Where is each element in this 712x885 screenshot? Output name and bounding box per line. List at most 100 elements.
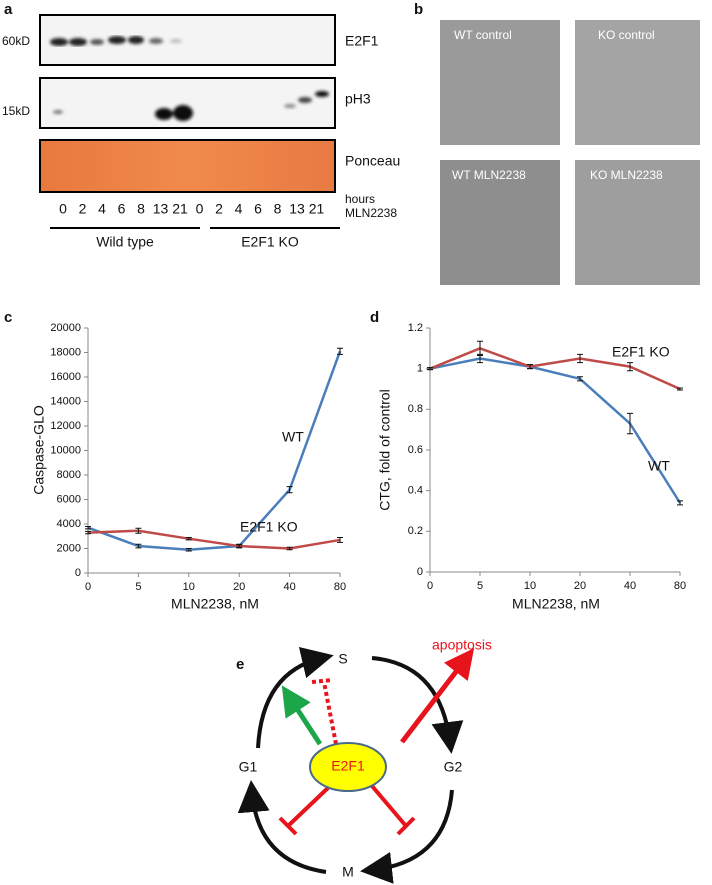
series-label: WT (282, 429, 304, 445)
node-label: S (338, 651, 347, 667)
mw-label: 60kD (2, 34, 30, 48)
inhibition (278, 784, 332, 836)
y-tick-label: 0.6 (408, 444, 423, 456)
lane-label: 4 (235, 201, 243, 217)
y-tick-label: 2000 (57, 542, 81, 554)
error-bar (677, 387, 683, 391)
y-tick-label: 16000 (50, 371, 81, 383)
y-tick-label: 1 (417, 363, 423, 375)
error-bar (577, 353, 583, 364)
y-tick-label: 8000 (57, 469, 81, 481)
error-bar (427, 367, 433, 371)
blot (39, 77, 336, 129)
x-axis-title: MLN2238, nM (171, 596, 259, 612)
x-tick-label: 0 (427, 580, 433, 592)
error-bar (236, 544, 243, 548)
error-bar (185, 536, 192, 541)
series-label: E2F1 KO (612, 344, 670, 360)
image-label: KO control (598, 28, 655, 42)
lane-label: 21 (309, 201, 325, 217)
y-tick-label: 0.8 (408, 403, 423, 415)
x-tick-label: 10 (183, 581, 195, 593)
y-tick-label: 10000 (50, 444, 81, 456)
y-tick-label: 14000 (50, 395, 81, 407)
micrograph (575, 20, 700, 145)
error-bar (527, 364, 533, 370)
inhibition (370, 784, 416, 836)
node-label: G1 (239, 759, 258, 775)
node-label: G2 (444, 759, 463, 775)
mw-label: 15kD (2, 104, 30, 118)
micrograph (440, 160, 560, 285)
x-tick-label: 40 (283, 581, 295, 593)
x-tick-label: 20 (233, 581, 245, 593)
series-line (429, 357, 682, 504)
y-axis-title: CTG, fold of control (377, 389, 393, 510)
lane-label: 13 (289, 201, 305, 217)
error-bar (337, 347, 343, 355)
error-bar (577, 376, 583, 382)
group-label: E2F1 KO (241, 234, 299, 250)
center-label: E2F1 (331, 758, 365, 774)
blot-label: E2F1 (345, 33, 379, 49)
node-label: M (342, 864, 354, 880)
y-tick-label: 0.2 (408, 525, 423, 537)
micrograph (440, 20, 560, 145)
x-tick-label: 5 (135, 581, 141, 593)
series-label: WT (648, 458, 670, 474)
x-tick-label: 10 (524, 580, 536, 592)
y-tick-label: 6000 (57, 493, 81, 505)
error-bar (85, 525, 91, 530)
error-bar (135, 543, 142, 549)
error-bar (286, 486, 293, 494)
y-tick-label: 12000 (50, 420, 81, 432)
x-tick-label: 20 (574, 580, 586, 592)
series-line (87, 350, 342, 551)
outcome-label: apoptosis (432, 637, 492, 653)
image-grid (440, 20, 700, 285)
micrograph (575, 160, 700, 285)
y-tick-label: 0 (75, 567, 81, 579)
error-bar (185, 548, 192, 552)
lane-label: 4 (98, 201, 106, 217)
error-bar (627, 412, 633, 435)
center-node (309, 742, 387, 792)
drug-label: MLN2238 (345, 206, 397, 220)
y-tick-label: 1.2 (408, 322, 423, 334)
bands (53, 91, 329, 121)
panel-label: e (236, 656, 244, 673)
lane-label: 0 (196, 201, 204, 217)
x-axis-title: MLN2238, nM (512, 596, 600, 612)
error-bar (477, 340, 483, 356)
error-bar (135, 527, 142, 534)
lane-label: 13 (153, 201, 169, 217)
error-bar (627, 362, 633, 372)
time-unit: hours (345, 192, 375, 206)
panel-label: c (4, 309, 12, 326)
inhibition (311, 678, 338, 745)
error-bar (85, 530, 91, 535)
x-tick-label: 0 (85, 581, 91, 593)
blot (39, 14, 336, 66)
lane-label: 6 (118, 201, 126, 217)
error-bar (677, 500, 683, 506)
blot (39, 139, 336, 193)
x-tick-label: 5 (477, 580, 483, 592)
y-tick-label: 0 (417, 566, 423, 578)
y-tick-label: 18000 (50, 346, 81, 358)
lane-label: 8 (137, 201, 145, 217)
lane-label: 21 (172, 201, 188, 217)
x-tick-label: 40 (624, 580, 636, 592)
activation-arrow (281, 685, 323, 746)
y-axis-title: Caspase-GLO (31, 405, 47, 495)
lane-label: 0 (59, 201, 67, 217)
cycle-arrows (237, 646, 464, 884)
group-label: Wild type (96, 234, 154, 250)
panel-label: a (4, 1, 13, 18)
lane-label: 2 (79, 201, 87, 217)
panel-label: d (370, 309, 379, 326)
series-line (429, 346, 681, 391)
x-tick-label: 80 (334, 581, 346, 593)
lane-label: 8 (274, 201, 282, 217)
